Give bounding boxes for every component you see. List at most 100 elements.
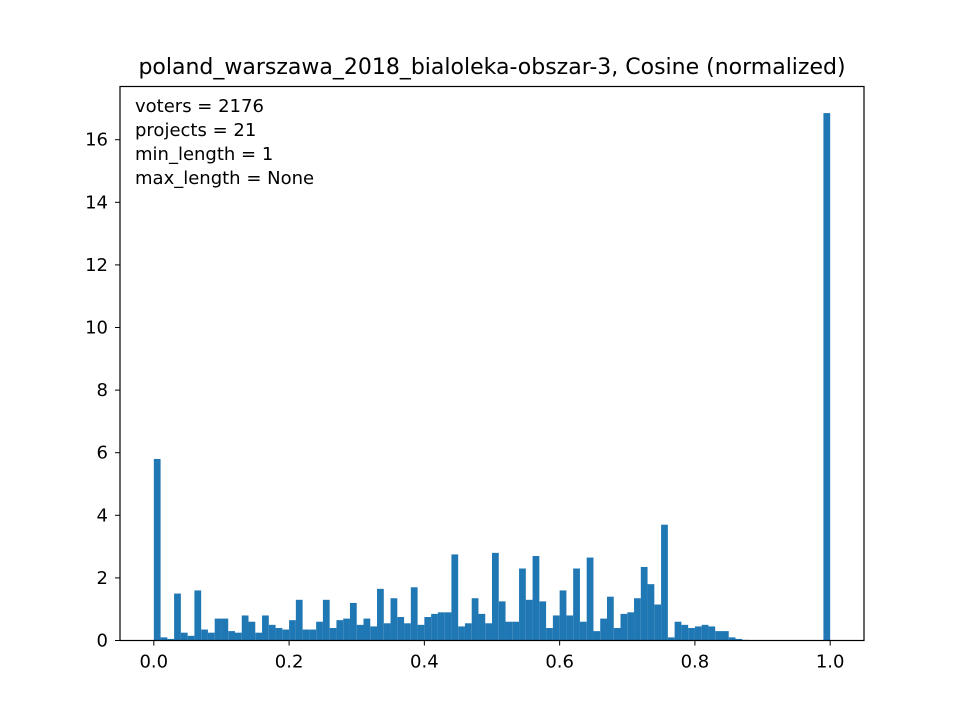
histogram-bar <box>498 601 506 641</box>
x-tick-label: 0.8 <box>681 652 710 673</box>
histogram-bar <box>688 627 695 641</box>
x-tick-label: 1.0 <box>816 652 845 673</box>
histogram-bar <box>329 627 337 641</box>
histogram-bar <box>640 566 648 641</box>
histogram-bar <box>377 588 384 641</box>
histogram-bar <box>336 620 344 641</box>
histogram-bar <box>593 631 601 641</box>
y-tick-label: 4 <box>97 505 108 526</box>
histogram-bar <box>444 612 452 641</box>
histogram-bar <box>579 621 587 641</box>
histogram-bar <box>437 612 445 641</box>
histogram-bar <box>153 458 161 641</box>
histogram-bar <box>241 615 249 641</box>
histogram-bar <box>458 626 465 641</box>
histogram-bar <box>539 601 547 641</box>
histogram-bar <box>268 624 276 641</box>
histogram-bar <box>647 584 655 641</box>
histogram-bar <box>823 113 831 641</box>
histogram-bar <box>410 587 418 641</box>
histogram-bar <box>620 613 628 641</box>
histogram-bar <box>681 624 689 641</box>
histogram-bar <box>424 617 432 641</box>
histogram-bar <box>201 629 208 641</box>
histogram-bar <box>431 613 438 641</box>
histogram-bar <box>505 621 513 641</box>
histogram-bar <box>552 615 560 641</box>
plot-frame <box>119 85 865 642</box>
y-tick-label: 10 <box>85 318 108 339</box>
histogram-bar <box>160 637 168 641</box>
histogram-bar <box>546 627 553 641</box>
histogram-bar <box>559 590 567 641</box>
histogram-bar <box>390 598 398 641</box>
histogram-bar <box>627 612 635 641</box>
histogram-bar <box>735 638 743 641</box>
histogram-bar <box>363 618 371 641</box>
histogram-bar <box>255 632 263 641</box>
histogram-bar <box>180 632 188 641</box>
histogram-bar <box>573 568 580 641</box>
annotation-max-length: max_length = None <box>135 168 314 189</box>
x-tick-label: 0.0 <box>139 652 168 673</box>
histogram-bar <box>383 623 391 641</box>
annotations-group: voters = 2176 projects = 21 min_length =… <box>135 96 314 189</box>
histogram-bar <box>302 629 310 641</box>
x-axis-ticks: 0.0 0.2 0.4 0.6 0.8 1.0 <box>139 640 845 673</box>
histogram-bar <box>262 615 269 641</box>
x-tick-label: 0.4 <box>410 652 439 673</box>
histogram-bar <box>654 604 662 641</box>
x-tick-label: 0.2 <box>275 652 304 673</box>
annotation-min-length: min_length = 1 <box>135 144 273 165</box>
histogram-bar <box>316 621 323 641</box>
histogram-bar <box>613 627 621 641</box>
histogram-bar <box>356 624 364 641</box>
histogram-bar <box>322 599 330 641</box>
y-axis-ticks: 0 2 4 6 8 10 12 14 16 <box>85 130 120 652</box>
histogram-bar <box>728 637 736 641</box>
histogram-bar <box>525 599 533 641</box>
histogram-bar <box>275 627 283 641</box>
histogram-bar <box>289 620 296 641</box>
annotation-voters: voters = 2176 <box>135 96 264 117</box>
histogram-bar <box>634 598 641 641</box>
histogram-bar <box>207 632 215 641</box>
histogram-bar <box>248 621 256 641</box>
y-tick-label: 12 <box>85 255 108 276</box>
y-tick-label: 16 <box>85 130 108 151</box>
histogram-bar <box>214 618 222 641</box>
histogram-bar <box>471 598 479 641</box>
chart-title: poland_warszawa_2018_bialoleka-obszar-3,… <box>138 55 845 80</box>
histogram-bar <box>674 621 682 641</box>
y-tick-label: 6 <box>97 443 108 464</box>
y-tick-label: 14 <box>85 192 108 213</box>
histogram-bar <box>417 624 425 641</box>
histogram-bar <box>694 626 702 641</box>
histogram-bar <box>606 596 614 641</box>
y-tick-label: 8 <box>97 380 108 401</box>
histogram-bar <box>701 624 709 641</box>
histogram-bar <box>485 623 492 641</box>
histogram-bar <box>600 618 607 641</box>
histogram-bar <box>519 568 526 641</box>
histogram-bar <box>532 555 540 641</box>
histogram-bar <box>370 626 378 641</box>
histogram-bar <box>512 621 520 641</box>
histogram-bar <box>194 590 202 641</box>
histogram-bar <box>167 638 175 641</box>
histogram-bar <box>451 554 459 641</box>
histogram-bar <box>661 524 668 641</box>
x-tick-label: 0.6 <box>545 652 574 673</box>
histogram-bar <box>492 552 499 641</box>
y-tick-label: 0 <box>97 631 108 652</box>
histogram-bar <box>174 593 181 641</box>
histogram-bar <box>566 615 574 641</box>
annotation-projects: projects = 21 <box>135 120 256 141</box>
histogram-bar <box>708 626 716 641</box>
y-tick-label: 2 <box>97 568 108 589</box>
histogram-bar <box>397 617 405 641</box>
histogram-bar <box>667 637 675 641</box>
histogram-bar <box>404 623 411 641</box>
histogram-bar <box>721 631 729 641</box>
histogram-bar <box>282 629 290 641</box>
